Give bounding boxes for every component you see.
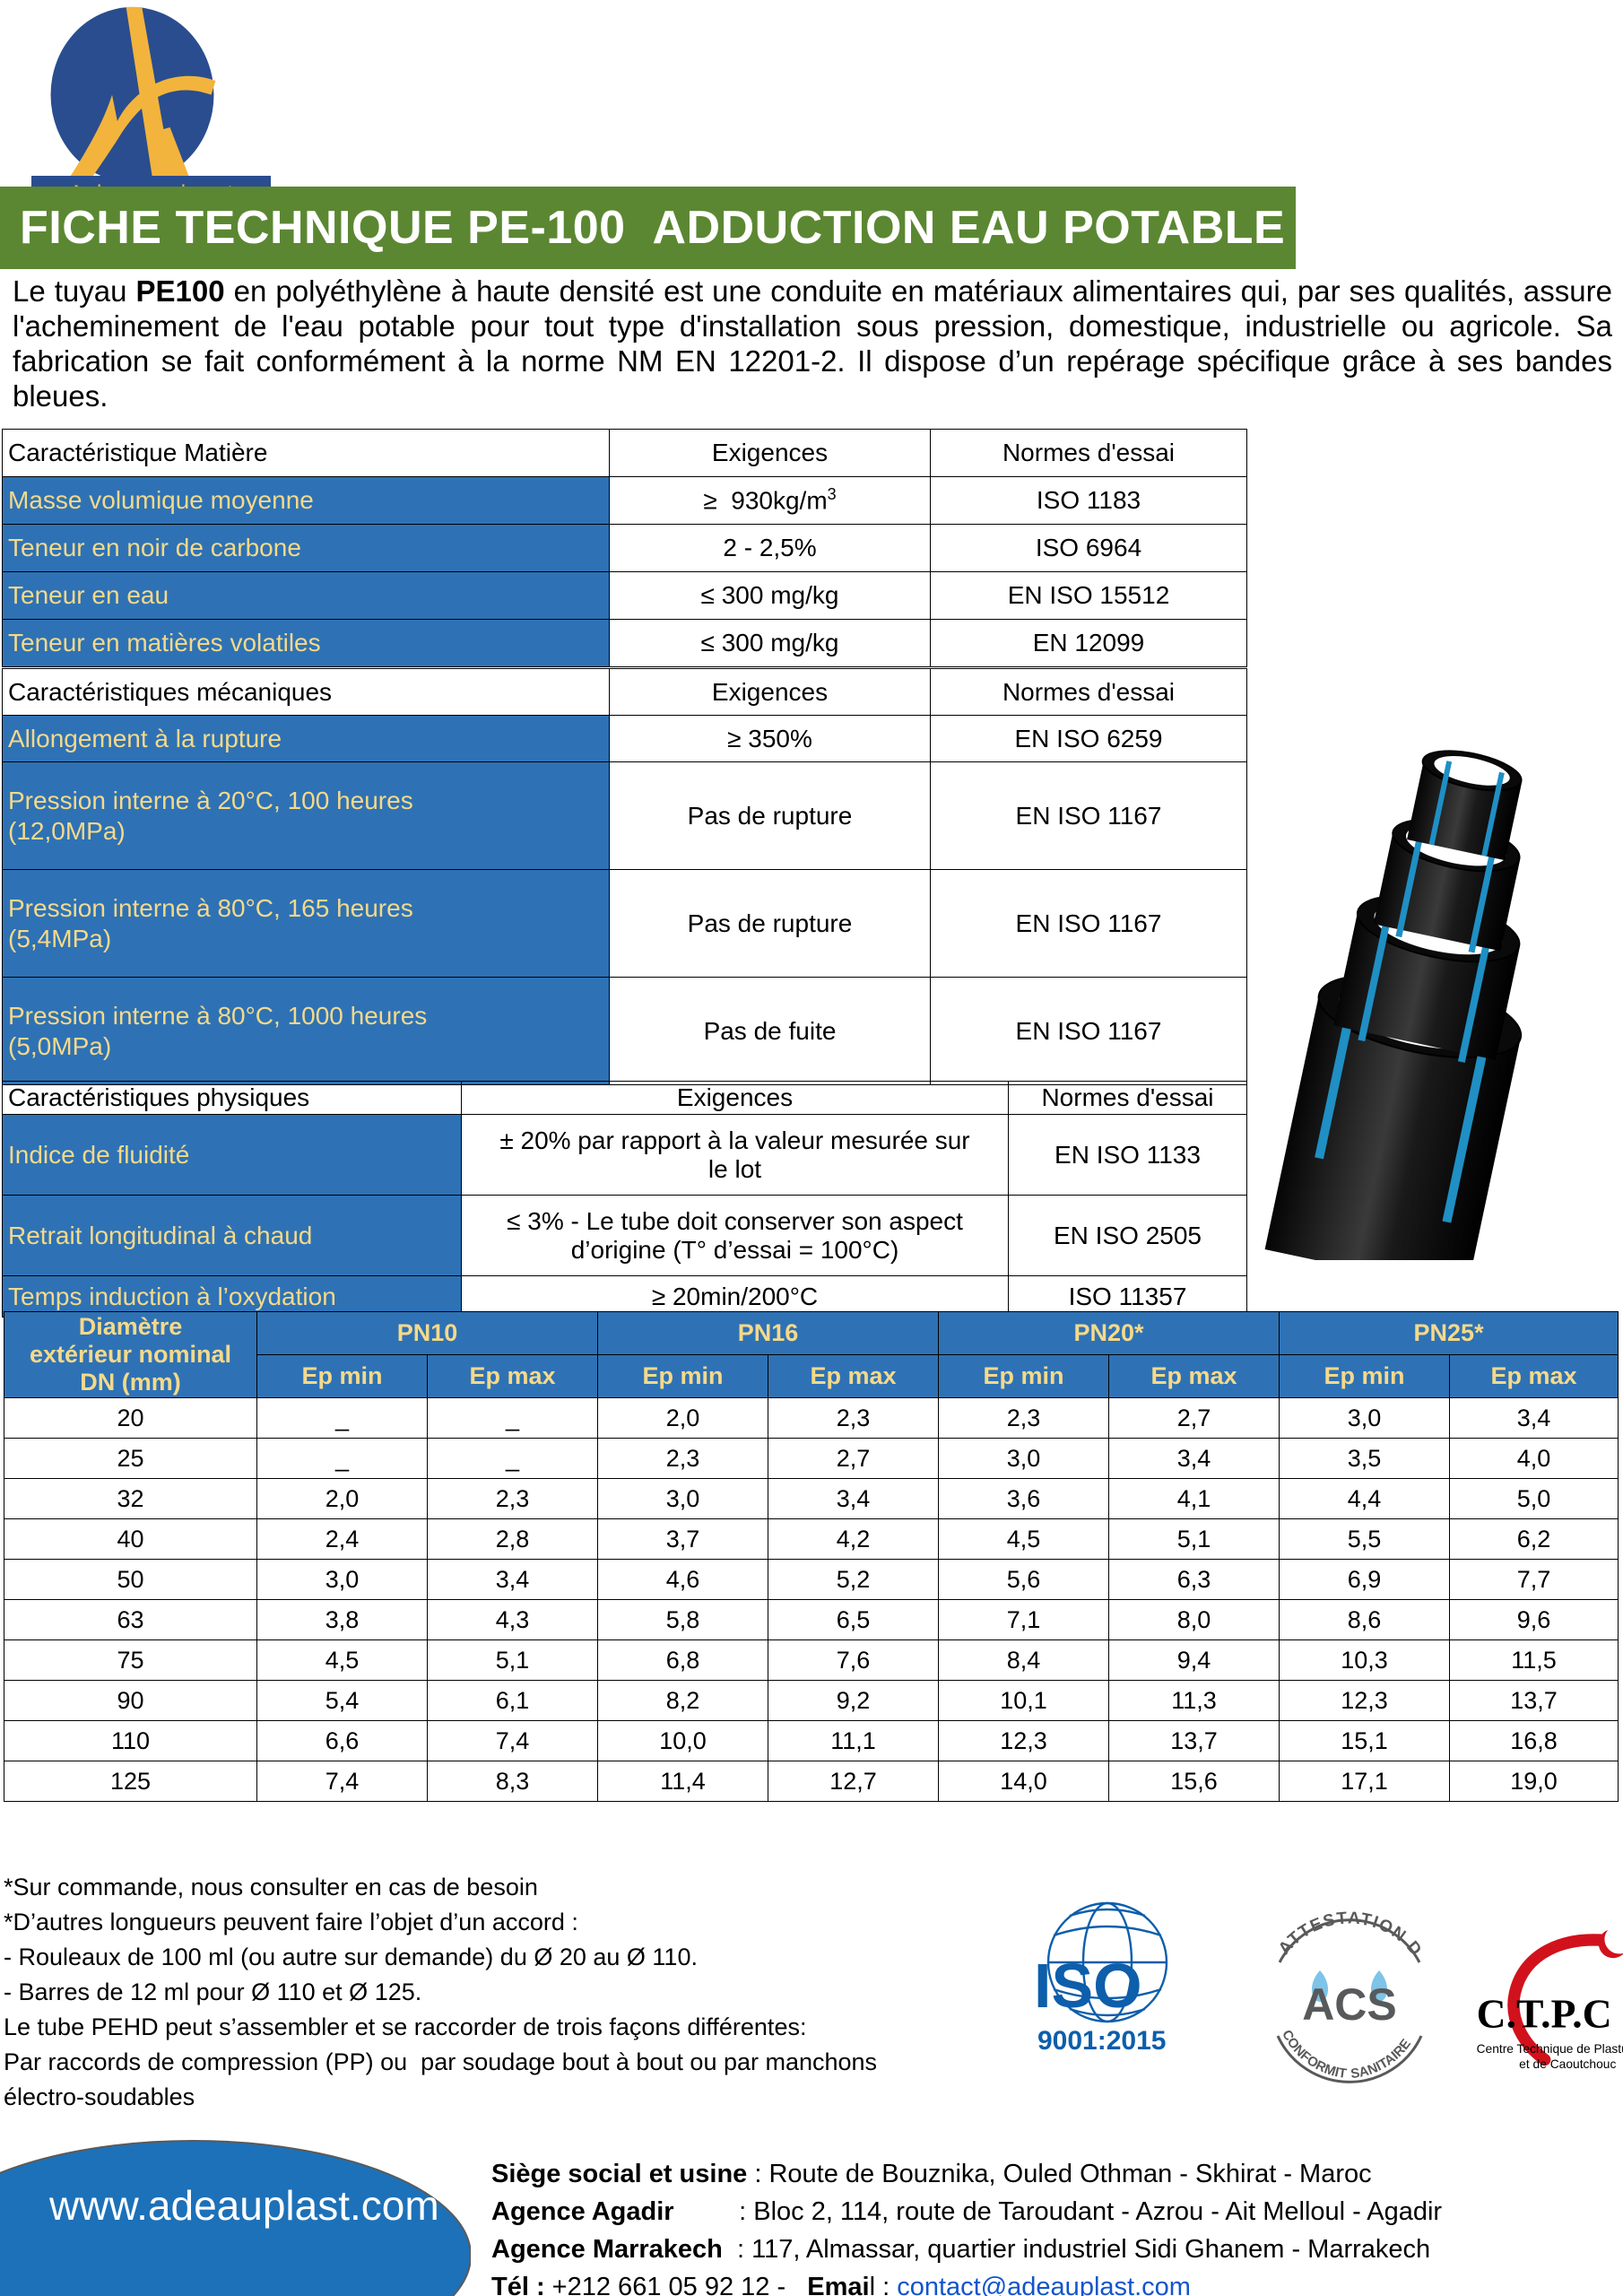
svg-text:ATTESTATION DE: ATTESTATION DE xyxy=(1251,1901,1426,1961)
svg-text:et de Caoutchouc: et de Caoutchouc xyxy=(1519,2057,1616,2071)
svg-text:ACS: ACS xyxy=(1302,1979,1397,2030)
svg-text:Centre Technique de Plasturgie: Centre Technique de Plasturgie xyxy=(1477,2042,1623,2056)
svg-text:9001:2015: 9001:2015 xyxy=(1037,2026,1166,2056)
svg-text:C.T.P.C: C.T.P.C xyxy=(1477,1990,1612,2036)
svg-text:ISO: ISO xyxy=(1036,1951,1142,2021)
